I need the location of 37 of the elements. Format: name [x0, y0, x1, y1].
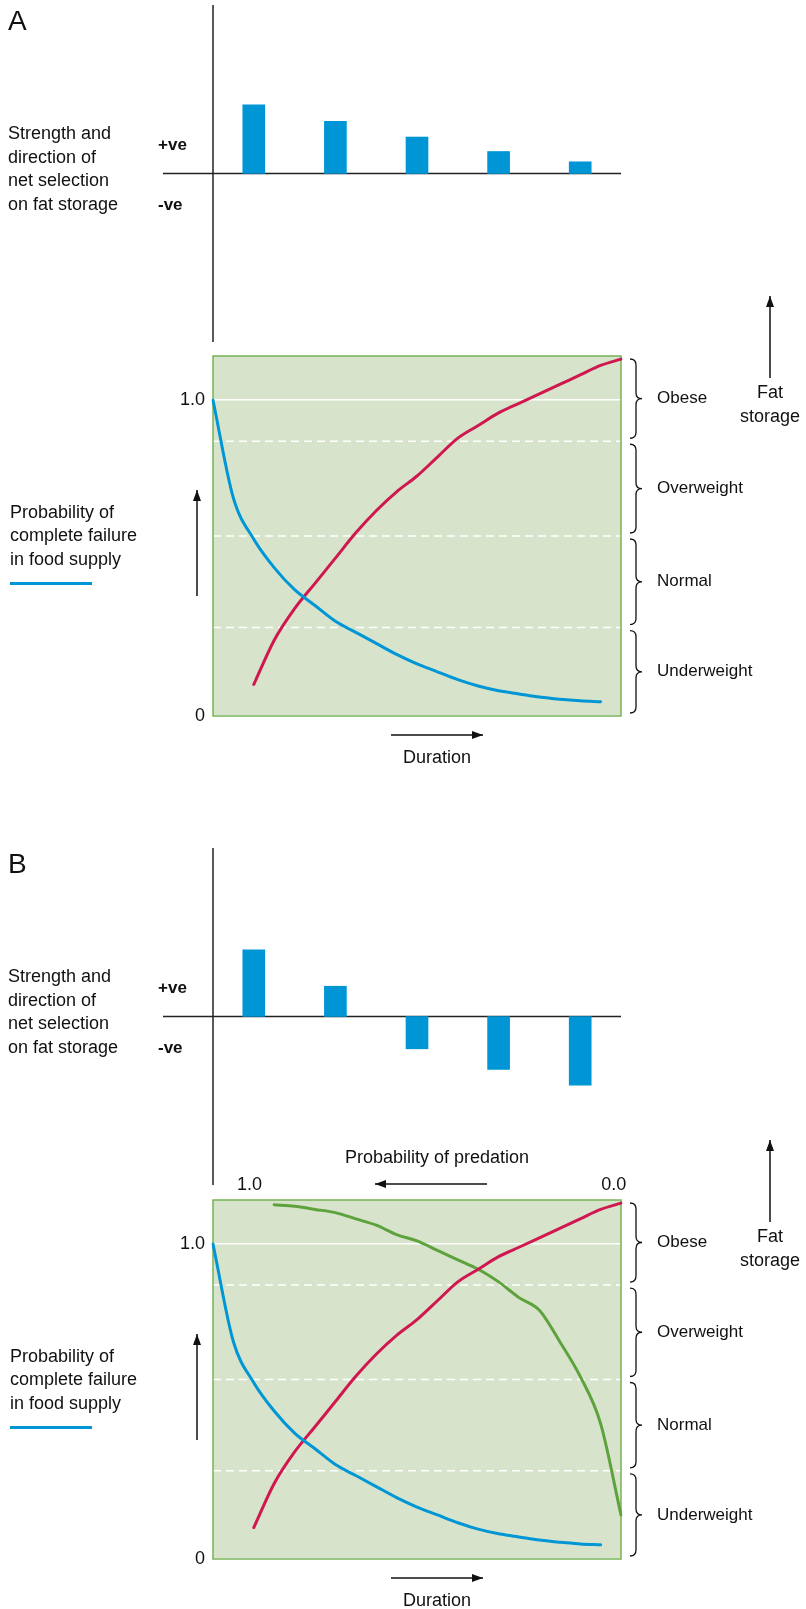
text: Normal	[657, 571, 712, 591]
text: Fat storage	[739, 381, 801, 426]
x2-axis-title: Probability of predation	[344, 1146, 530, 1167]
chart-title: B	[8, 847, 27, 879]
line-series	[211, 1242, 603, 1547]
text: Probability of complete failure in food supply	[10, 1345, 138, 1413]
y-axis-title: Strength and direction of net selection on fat storage	[8, 123, 119, 214]
annotation: +ve	[158, 978, 187, 998]
annotation: +ve	[158, 135, 187, 155]
bar	[324, 120, 347, 174]
annotation: -ve	[158, 1038, 183, 1058]
y-axis-title: Strength and direction of net selection on fat storage	[8, 966, 119, 1057]
y-tick-label: 1.0	[179, 1233, 205, 1254]
y-tick-label: 0	[194, 704, 205, 725]
text: Underweight	[657, 1504, 753, 1524]
x-axis-title: Duration	[402, 746, 472, 767]
text: Probability of complete failure in food supply	[10, 501, 138, 569]
line-series	[211, 398, 603, 704]
chart-title: A	[8, 4, 27, 36]
x2-tick-label: 0.0	[601, 1174, 627, 1195]
line-series	[252, 357, 623, 686]
text: Normal	[657, 1414, 712, 1434]
text: Obese	[657, 388, 708, 408]
bar	[487, 151, 510, 174]
y-tick-label: 1.0	[179, 389, 205, 410]
text: -ve	[158, 195, 183, 215]
text: Overweight	[657, 478, 744, 498]
text: Overweight	[657, 1321, 744, 1341]
text: Obese	[657, 1232, 708, 1252]
x-axis-title: Duration	[402, 1589, 472, 1609]
text: Fat storage	[739, 1225, 801, 1270]
bar	[242, 104, 266, 174]
y-tick-label: 0	[194, 1547, 205, 1568]
bar	[568, 161, 592, 174]
x2-tick-label: 1.0	[236, 1174, 262, 1195]
text: Underweight	[657, 661, 753, 681]
bar	[405, 136, 429, 174]
